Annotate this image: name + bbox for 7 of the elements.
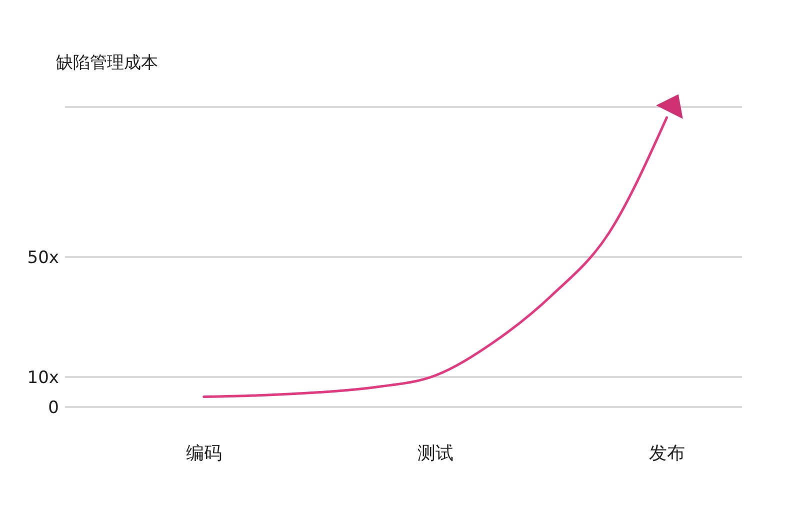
x-tick-label: 编码 bbox=[186, 443, 222, 464]
y-tick-label: 50x bbox=[27, 248, 59, 268]
y-tick-label: 0 bbox=[48, 398, 59, 418]
x-tick-label: 发布 bbox=[648, 443, 685, 464]
y-axis-title: 缺陷管理成本 bbox=[56, 53, 158, 73]
y-tick-label: 10x bbox=[27, 368, 59, 388]
x-tick-label: 测试 bbox=[417, 443, 454, 464]
